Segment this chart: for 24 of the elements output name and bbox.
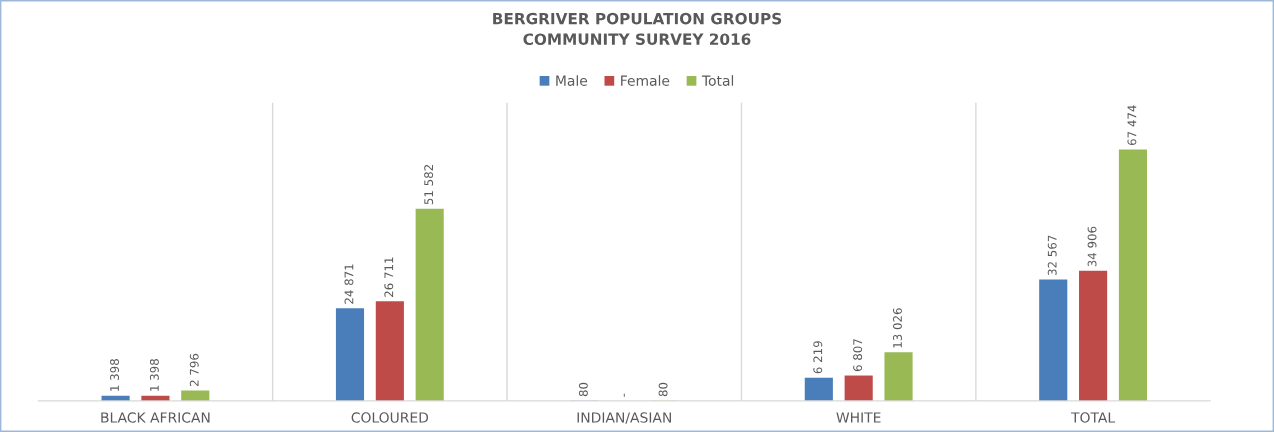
data-label: 80 [658,382,668,397]
data-label: 34 906 [1087,226,1097,267]
chart-title: BERGRIVER POPULATION GROUPS COMMUNITY SURVEY 2016 [493,12,782,45]
data-label: 13 026 [893,308,902,348]
legend-label: Male [556,75,588,86]
data-label: 6 219 [813,341,823,374]
data-label: 51 582 [424,165,434,205]
data-label: 26 711 [384,257,394,297]
data-label: 32 567 [1047,235,1057,276]
x-tick-label: WHITE [836,412,881,423]
x-tick-label: COLOURED [351,412,429,423]
data-label: 2 796 [189,353,199,387]
data-label: 6 807 [853,339,863,372]
data-label: 24 871 [344,264,354,304]
data-label: 67 474 [1127,105,1137,146]
data-label: 80 [578,382,588,397]
legend-label: Female [621,75,670,86]
x-tick-label: BLACK AFRICAN [101,412,210,423]
data-label: 1 398 [149,359,159,391]
x-tick-label: INDIAN/ASIAN [577,412,671,424]
legend-label: Total [701,75,734,86]
data-label: 1 398 [110,359,119,391]
data-label: - [623,393,625,397]
x-tick-label: TOTAL [1071,412,1116,423]
